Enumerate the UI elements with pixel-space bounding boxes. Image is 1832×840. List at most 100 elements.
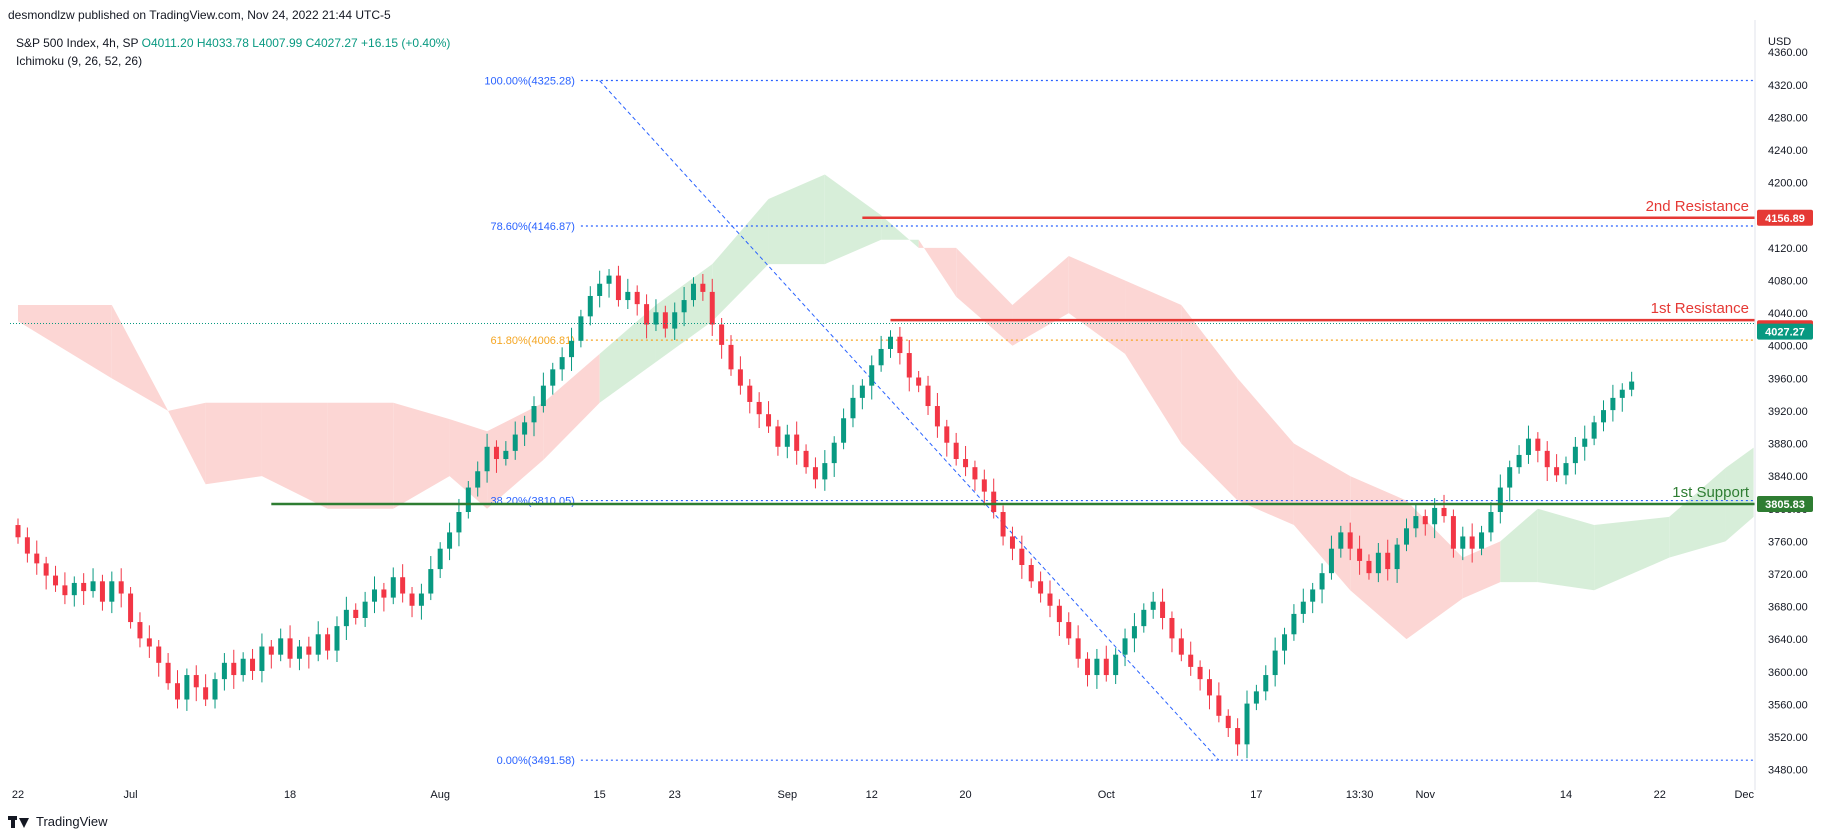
candle-body [1525, 438, 1531, 455]
candle-body [841, 418, 847, 443]
candle-body [775, 426, 781, 447]
indicator-label[interactable]: Ichimoku (9, 26, 52, 26) [16, 54, 143, 68]
candle-body [766, 414, 772, 427]
candle-body [1103, 658, 1109, 676]
candle-body [221, 662, 227, 680]
candle-body [700, 283, 706, 292]
price-tick: 3560.00 [1768, 699, 1808, 711]
candle-body [1450, 516, 1456, 549]
candle-body [212, 679, 218, 700]
candle-body [1610, 397, 1616, 411]
candle-body [1601, 410, 1607, 423]
cloud-segment [1125, 280, 1182, 444]
candle-body [1263, 675, 1269, 692]
price-chart[interactable]: 100.00%(4325.28) 78.60%(4146.87) 61.80%(40… [0, 0, 1832, 812]
candle-body [1582, 438, 1588, 447]
candle-body [184, 675, 190, 700]
candle-body [146, 638, 152, 647]
candle-body [465, 487, 471, 513]
price-tick: 3760.00 [1768, 536, 1808, 548]
published-header: desmondlzw published on TradingView.com,… [8, 8, 391, 22]
time-tick: 23 [669, 789, 681, 801]
time-tick: Oct [1098, 789, 1115, 801]
candle-body [24, 537, 30, 554]
candle-body [1000, 512, 1006, 537]
candle-body [1629, 381, 1635, 390]
cloud-segment [1594, 516, 1670, 591]
candle-body [1075, 638, 1081, 659]
support-price-tag: 3805.83 [1765, 499, 1805, 511]
time-tick: 15 [594, 789, 606, 801]
cloud-segment [1669, 467, 1726, 558]
time-tick: 22 [12, 789, 24, 801]
candle-body [1507, 467, 1513, 488]
cloud-segment [824, 174, 882, 265]
fibonacci-retracement: 100.00%(4325.28) 78.60%(4146.87) 61.80%(40… [484, 76, 1755, 767]
cloud-segment [918, 239, 957, 297]
candle-body [1300, 601, 1306, 614]
candle-body [1056, 605, 1062, 623]
candle-body [437, 548, 443, 570]
price-tick: 4080.00 [1768, 275, 1808, 287]
price-tick: 4280.00 [1768, 112, 1808, 124]
candle-body [822, 463, 828, 480]
candle-body [615, 275, 621, 301]
candle-body [109, 581, 115, 602]
candle-body [1094, 658, 1100, 676]
fib-trend-line [599, 80, 1220, 761]
candle-body [522, 422, 528, 435]
candle-body [953, 442, 959, 460]
cloud-segment [205, 402, 262, 485]
symbol-label[interactable]: S&P 500 Index, 4h, SP [16, 36, 139, 50]
candle-body [165, 662, 171, 684]
candle-body [1291, 613, 1297, 635]
candle-body [569, 340, 575, 358]
candle-body [1150, 601, 1156, 610]
candle-body [62, 585, 68, 596]
candle-body [1141, 609, 1147, 627]
time-tick: 13:30 [1346, 789, 1374, 801]
candle-body [1188, 654, 1194, 667]
ohlc-high: H4033.78 [196, 36, 249, 50]
candle-body [531, 406, 537, 423]
candle-body [1113, 654, 1119, 676]
price-tick: 4320.00 [1768, 80, 1808, 92]
candle-body [493, 446, 499, 460]
cloud-segment [1537, 508, 1595, 591]
candle-body [784, 434, 790, 447]
price-tick: 4360.00 [1768, 47, 1808, 59]
candle-body [1413, 516, 1419, 529]
candle-body [897, 336, 903, 354]
price-axis: USD 3480.00 3520.00 3560.00 3600.00 3640.00 36… [1754, 20, 1813, 790]
candle-body [1047, 593, 1053, 606]
fib-level-label: 0.00%(3491.58) [497, 755, 575, 767]
cloud-segment [168, 402, 206, 485]
chart-legend: S&P 500 Index, 4h, SP O4011.20 H4033.78 … [16, 34, 450, 70]
candle-body [268, 646, 274, 655]
candle-body [606, 275, 612, 284]
fib-level-label: 61.80%(4006.81) [490, 335, 574, 347]
cloud-segment [393, 402, 450, 509]
symbol-row: S&P 500 Index, 4h, SP O4011.20 H4033.78 … [16, 34, 450, 52]
candle-body [1244, 703, 1250, 745]
candle-body [747, 385, 753, 402]
candle-body [128, 593, 134, 623]
candle-body [15, 525, 21, 538]
candle-body [118, 581, 124, 594]
candle-body [1328, 548, 1334, 574]
candle-body [1366, 560, 1372, 574]
candle-body [1235, 728, 1241, 745]
candle-body [193, 675, 199, 688]
candle-body [259, 646, 265, 671]
ohlc-low: L4007.99 [252, 36, 303, 50]
candle-body [1038, 581, 1044, 594]
candle-body [794, 434, 800, 451]
candle-body [1216, 695, 1222, 716]
cloud-segment [1012, 256, 1069, 346]
candle-body [1375, 552, 1381, 574]
price-tick: 4120.00 [1768, 243, 1808, 255]
candle-body [1572, 446, 1578, 464]
candle-body [1282, 634, 1288, 651]
candle-body [1516, 454, 1522, 468]
time-tick: Sep [778, 789, 798, 801]
